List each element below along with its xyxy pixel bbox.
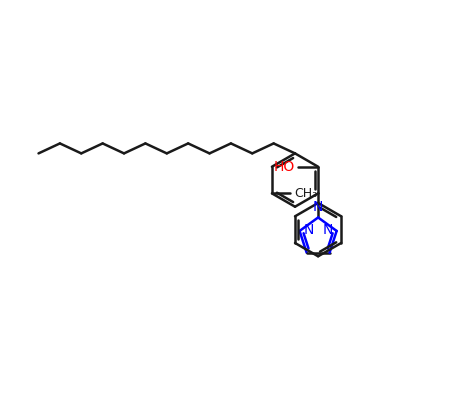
Text: N: N — [322, 223, 333, 237]
Text: CH₃: CH₃ — [294, 187, 317, 200]
Text: N: N — [304, 223, 314, 237]
Text: N: N — [313, 200, 323, 214]
Text: HO: HO — [274, 160, 295, 174]
